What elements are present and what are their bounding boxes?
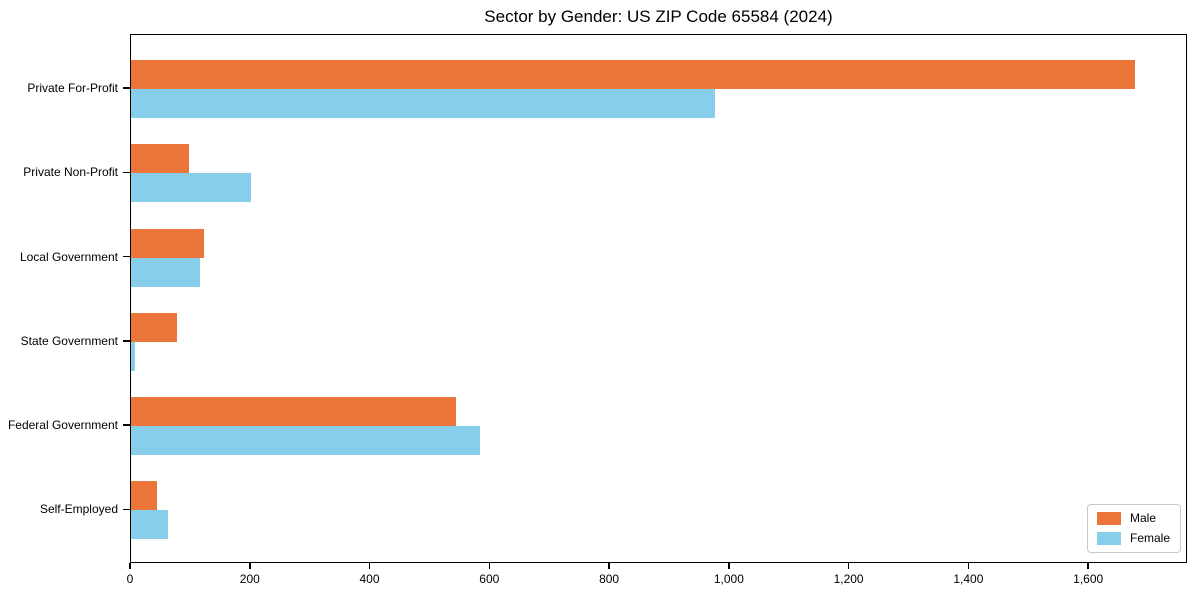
y-tick-mark-private-for-profit — [123, 87, 130, 89]
y-tick-mark-federal-government — [123, 424, 130, 426]
x-tick-label-800: 800 — [599, 572, 620, 586]
x-tick-mark-1400 — [967, 563, 970, 569]
y-tick-mark-self-employed — [123, 508, 130, 510]
x-tick-mark-800 — [608, 563, 610, 569]
legend-swatch-male — [1096, 512, 1121, 525]
bar-female-state-government — [131, 341, 136, 371]
x-tick-label-600: 600 — [479, 572, 500, 586]
legend-swatch-female — [1096, 532, 1121, 545]
bar-male-private-non-profit — [131, 144, 189, 174]
y-tick-label-private-non-profit: Private Non-Profit — [23, 165, 118, 180]
y-tick-label-federal-government: Federal Government — [7, 418, 118, 432]
bar-female-self-employed — [131, 510, 168, 540]
legend-label-male: Male — [1129, 511, 1156, 525]
x-tick-mark-600 — [488, 563, 491, 569]
bar-male-local-government — [131, 228, 205, 258]
bar-male-private-for-profit — [131, 60, 1136, 89]
x-tick-mark-200 — [249, 563, 251, 569]
bar-male-federal-government — [131, 397, 457, 426]
x-tick-label-1400: 1,400 — [953, 572, 984, 586]
x-tick-label-1000: 1,000 — [713, 572, 744, 586]
bar-male-self-employed — [131, 481, 158, 511]
x-tick-mark-1000 — [728, 563, 730, 569]
x-tick-mark-1200 — [847, 563, 850, 569]
x-tick-label-400: 400 — [359, 572, 380, 586]
y-tick-mark-state-government — [123, 340, 130, 342]
bar-female-private-for-profit — [131, 89, 715, 118]
legend: Male Female — [1086, 504, 1181, 553]
y-tick-mark-local-government — [123, 255, 130, 258]
y-tick-label-local-government: Local Government — [19, 249, 118, 264]
x-tick-label-1200: 1,200 — [833, 572, 864, 586]
x-tick-mark-400 — [368, 563, 371, 569]
y-tick-label-private-for-profit: Private For-Profit — [27, 81, 118, 95]
bar-female-local-government — [131, 257, 200, 287]
legend-item-female: Female — [1096, 531, 1170, 545]
bar-female-private-non-profit — [131, 173, 252, 203]
y-tick-label-state-government: State Government — [20, 333, 118, 348]
x-tick-label-200: 200 — [239, 572, 260, 586]
chart-title: Sector by Gender: US ZIP Code 65584 (202… — [484, 7, 833, 26]
legend-label-female: Female — [1129, 531, 1170, 545]
bar-female-federal-government — [131, 426, 480, 455]
x-tick-mark-0 — [129, 563, 131, 569]
x-tick-mark-1600 — [1087, 563, 1089, 569]
x-tick-label-0: 0 — [126, 572, 134, 586]
legend-item-male: Male — [1096, 511, 1170, 525]
y-tick-label-self-employed: Self-Employed — [39, 502, 118, 517]
y-tick-mark-private-non-profit — [123, 171, 130, 173]
x-tick-label-1600: 1,600 — [1073, 572, 1104, 586]
bar-male-state-government — [131, 312, 177, 342]
plot-area: Male Female — [130, 34, 1187, 563]
